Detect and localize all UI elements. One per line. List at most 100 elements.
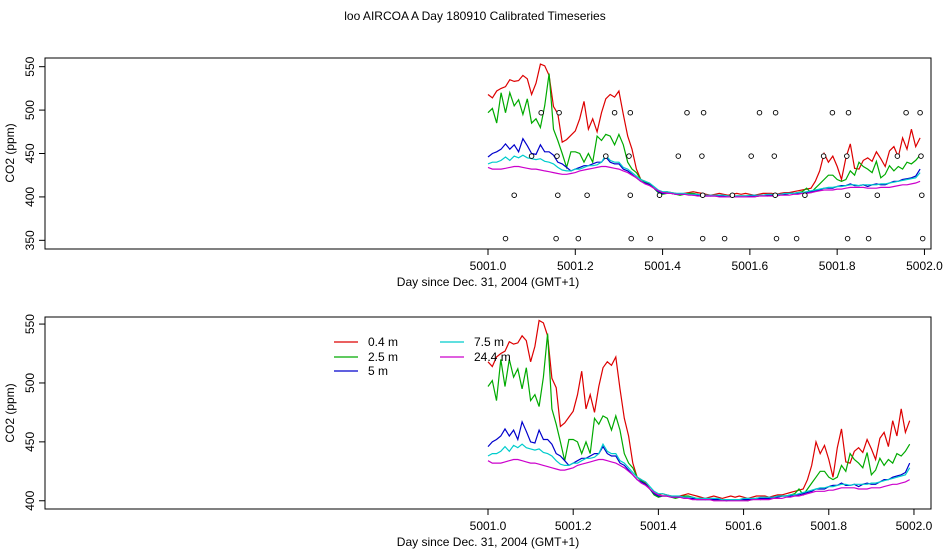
top-data-point <box>675 153 682 159</box>
figure-title: loo AIRCOA A Day 180910 Calibrated Times… <box>344 9 605 23</box>
bottom-x-tick-label: 5001.2 <box>555 519 592 533</box>
top-data-point <box>894 153 901 159</box>
top-series-line-2 <box>487 137 921 198</box>
top-data-point <box>756 109 763 116</box>
top-data-point <box>748 153 754 159</box>
top-series-line-1 <box>487 73 921 198</box>
top-plot-frame <box>44 57 932 250</box>
bottom-x-tick-label: 5001.6 <box>725 519 762 533</box>
top-data-point <box>844 235 851 242</box>
top-data-point <box>684 109 690 116</box>
top-data-point <box>628 235 634 242</box>
top-x-tick-label: 5001.4 <box>644 259 681 273</box>
legend: 0.4 m2.5 m5 m 7.5 m24.4 m <box>334 335 511 378</box>
top-y-tick-label: 550 <box>23 56 37 76</box>
top-data-point <box>627 109 634 116</box>
top-data-point <box>793 235 800 242</box>
top-data-point <box>627 192 634 198</box>
top-data-point <box>919 192 925 198</box>
top-x-axis-label: Day since Dec. 31, 2004 (GMT+1) <box>397 275 579 289</box>
top-x-tick-label: 5002.0 <box>906 259 943 273</box>
top-y-tick-label: 350 <box>23 230 37 250</box>
top-series-line-4 <box>487 165 921 198</box>
top-data-point <box>699 235 706 242</box>
bottom-series-line-4 <box>487 458 910 502</box>
bottom-y-axis: 400 450 500 550 <box>23 314 45 511</box>
top-series-line-0 <box>487 63 921 196</box>
top-data-point <box>917 109 923 116</box>
top-data-point <box>829 109 836 116</box>
top-data-point <box>555 192 561 198</box>
top-points-group <box>502 109 926 242</box>
top-y-tick-label: 400 <box>23 187 37 207</box>
top-data-point <box>845 109 852 116</box>
top-y-tick-label: 450 <box>23 143 37 163</box>
top-data-point <box>538 109 544 116</box>
top-data-point <box>553 235 559 242</box>
top-data-point <box>771 153 778 159</box>
top-data-point <box>584 192 590 198</box>
legend-label: 0.4 m <box>368 335 398 349</box>
top-data-point <box>844 192 851 198</box>
top-data-point <box>903 109 909 116</box>
top-series-group <box>487 63 921 198</box>
bottom-x-tick-label: 5001.8 <box>810 519 847 533</box>
top-data-point <box>611 109 618 116</box>
top-data-point <box>556 109 562 116</box>
bottom-y-axis-label: CO2 (ppm) <box>3 383 17 442</box>
top-data-point <box>502 235 509 242</box>
top-data-point <box>699 153 705 159</box>
top-data-point <box>919 235 926 242</box>
top-data-point <box>528 153 535 159</box>
top-data-point <box>772 109 779 116</box>
legend-label: 5 m <box>368 364 388 378</box>
bottom-x-tick-label: 5001.4 <box>640 519 677 533</box>
top-data-point <box>820 153 827 159</box>
top-panel: 5001.0 5001.2 5001.4 5001.6 5001.8 5002.0 350… <box>3 56 943 289</box>
top-data-point <box>772 192 778 198</box>
bottom-x-axis: 5001.0 5001.2 5001.4 5001.6 5001.8 5002.0 <box>470 509 933 533</box>
legend-label: 7.5 m <box>474 335 504 349</box>
top-data-point <box>575 235 582 242</box>
top-y-tick-label: 500 <box>23 100 37 120</box>
top-y-axis-label: CO2 (ppm) <box>3 123 17 182</box>
top-data-point <box>700 109 707 116</box>
bottom-x-axis-label: Day since Dec. 31, 2004 (GMT+1) <box>397 535 579 549</box>
bottom-x-tick-label: 5002.0 <box>896 519 933 533</box>
bottom-y-tick-label: 550 <box>23 314 37 334</box>
top-data-point <box>918 153 924 159</box>
bottom-y-tick-label: 500 <box>23 373 37 393</box>
top-data-point <box>844 153 850 159</box>
top-data-point <box>626 153 632 159</box>
legend-label: 24.4 m <box>474 350 511 364</box>
top-data-point <box>656 192 663 198</box>
top-x-tick-label: 5001.2 <box>557 259 594 273</box>
top-data-point <box>603 153 609 159</box>
top-data-point <box>874 192 881 198</box>
top-data-point <box>554 153 560 159</box>
top-x-axis: 5001.0 5001.2 5001.4 5001.6 5001.8 5002.0 <box>470 249 943 273</box>
top-data-point <box>647 235 654 242</box>
bottom-series-line-1 <box>487 333 911 502</box>
bottom-y-tick-label: 450 <box>23 432 37 452</box>
bottom-panel: 5001.0 5001.2 5001.4 5001.6 5001.8 5002.0 400… <box>3 314 933 549</box>
top-data-point <box>699 192 706 198</box>
legend-label: 2.5 m <box>368 350 398 364</box>
bottom-series-group <box>487 319 911 502</box>
bottom-y-tick-label: 400 <box>23 490 37 510</box>
bottom-series-line-3 <box>487 442 911 501</box>
top-data-point <box>802 192 808 198</box>
bottom-series-line-0 <box>487 319 911 500</box>
top-data-point <box>721 235 728 242</box>
top-data-point <box>511 192 517 198</box>
top-x-tick-label: 5001.8 <box>819 259 856 273</box>
top-data-point <box>865 235 872 242</box>
top-y-axis: 350 400 450 500 550 <box>23 56 45 250</box>
bottom-series-line-2 <box>487 419 911 502</box>
top-series-line-3 <box>487 154 921 197</box>
top-x-tick-label: 5001.6 <box>732 259 769 273</box>
top-data-point <box>773 235 780 242</box>
top-data-point <box>729 192 736 198</box>
bottom-x-tick-label: 5001.0 <box>470 519 507 533</box>
